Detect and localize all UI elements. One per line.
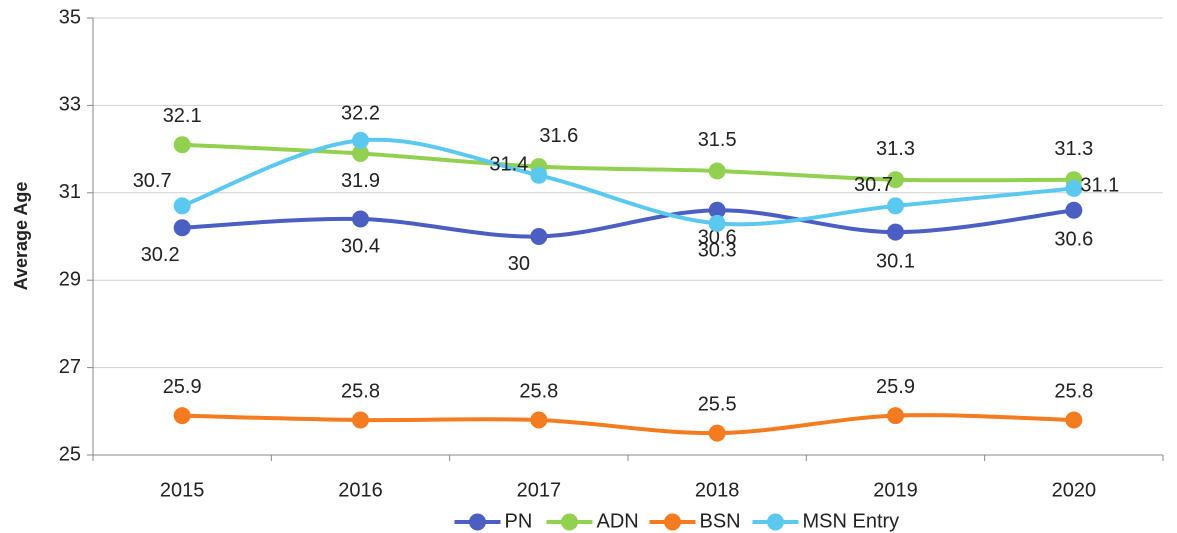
- legend-marker: [469, 513, 486, 531]
- data-label: 30.7: [133, 170, 172, 192]
- data-label: 31.6: [539, 125, 578, 147]
- legend-label: ADN: [597, 510, 639, 532]
- point: [352, 411, 369, 429]
- point: [173, 219, 191, 237]
- point: [708, 214, 726, 232]
- data-label: 25.5: [698, 393, 737, 415]
- point: [887, 223, 904, 241]
- point: [352, 144, 369, 162]
- legend-marker: [561, 513, 578, 531]
- y-tick-label: 33: [59, 94, 81, 116]
- data-label: 32.1: [163, 105, 202, 127]
- data-label: 30.1: [876, 250, 915, 272]
- data-label: 31.9: [341, 170, 380, 192]
- series-line: [182, 413, 1074, 436]
- data-label: 32.2: [341, 103, 380, 125]
- point: [352, 210, 369, 228]
- legend-label: PN: [505, 510, 533, 532]
- legend-marker: [767, 513, 784, 531]
- data-label: 30.2: [141, 244, 180, 266]
- y-tick-label: 31: [59, 181, 81, 203]
- data-label: 30.7: [854, 174, 893, 196]
- y-tick-label: 27: [59, 356, 81, 378]
- point: [530, 411, 548, 429]
- point: [708, 424, 726, 442]
- point: [887, 197, 904, 215]
- point: [530, 166, 548, 184]
- point: [173, 136, 191, 154]
- x-tick-label: 2015: [160, 479, 205, 501]
- data-label: 25.9: [163, 376, 202, 398]
- data-label: 31.3: [1054, 138, 1093, 160]
- series-line: [182, 208, 1075, 239]
- series-line: [181, 137, 1075, 227]
- x-tick-label: 2016: [338, 479, 383, 501]
- y-tick-label: 35: [59, 6, 81, 28]
- legend-label: BSN: [700, 510, 741, 532]
- point: [352, 131, 369, 149]
- data-label: 30.6: [1054, 229, 1093, 251]
- data-label: 31.4: [489, 154, 528, 176]
- point: [173, 197, 191, 215]
- y-tick-label: 25: [59, 443, 81, 465]
- point: [530, 228, 548, 245]
- data-label: 30: [508, 253, 530, 275]
- x-tick-label: 2018: [695, 479, 740, 501]
- point: [708, 162, 726, 180]
- point: [1065, 179, 1083, 197]
- x-tick-label: 2020: [1052, 479, 1097, 501]
- legend-label: MSN Entry: [803, 510, 900, 532]
- data-label: 25.8: [519, 380, 558, 402]
- data-label: 25.9: [876, 376, 915, 398]
- point: [887, 171, 904, 189]
- point: [173, 407, 191, 425]
- data-label: 30.4: [341, 235, 380, 257]
- data-label: 30.6: [698, 227, 737, 249]
- series-line: [182, 142, 1074, 183]
- x-tick-label: 2017: [517, 479, 562, 501]
- y-axis-label: Average Age: [11, 182, 31, 291]
- data-label: 31.1: [1080, 175, 1119, 197]
- point: [1065, 411, 1083, 429]
- data-label: 25.8: [1054, 380, 1093, 402]
- point: [887, 407, 904, 425]
- legend-marker: [664, 513, 681, 531]
- point: [708, 201, 726, 219]
- data-label: 31.5: [698, 129, 737, 151]
- x-tick-label: 2019: [873, 479, 918, 501]
- data-label: 25.8: [341, 380, 380, 402]
- y-tick-label: 29: [59, 268, 81, 290]
- point: [1065, 201, 1083, 219]
- data-label: 31.3: [876, 138, 915, 160]
- data-label: 30.3: [698, 240, 737, 262]
